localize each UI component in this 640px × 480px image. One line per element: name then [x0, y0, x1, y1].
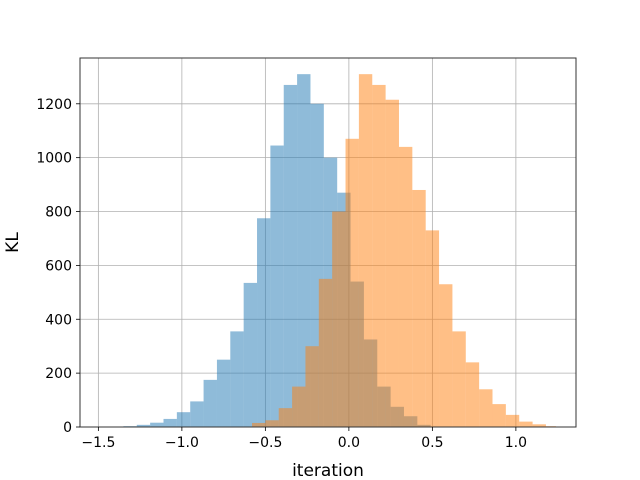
- x-axis-ticks: −1.5 −1.0 −0.5 0.0 0.5 1.0: [81, 427, 527, 451]
- histogram-bar-series-2: [505, 414, 520, 427]
- histogram-bar-series-2: [265, 420, 279, 427]
- histogram-bar-series-1: [136, 424, 151, 427]
- x-tick-label: 0.5: [421, 435, 443, 451]
- histogram-bar-series-2: [318, 278, 333, 427]
- histogram-bar-series-2: [532, 424, 546, 427]
- y-tick-label: 200: [45, 366, 72, 382]
- y-tick-label: 400: [45, 312, 72, 328]
- histogram-bar-series-2: [492, 404, 506, 427]
- histogram-bar-series-1: [243, 282, 258, 427]
- x-tick-label: 1.0: [505, 435, 527, 451]
- histogram-bar-series-2: [278, 408, 293, 427]
- histogram-bar-series-2: [305, 346, 319, 427]
- x-tick-label: 0.0: [338, 435, 360, 451]
- x-axis-label: iteration: [292, 461, 364, 480]
- histogram-bar-series-2: [252, 422, 266, 427]
- histogram-bar-series-1: [257, 218, 271, 427]
- histogram-bar-series-2: [385, 99, 399, 428]
- histogram-bars: [123, 74, 556, 428]
- histogram-bar-series-1: [230, 331, 244, 427]
- histogram-bar-series-1: [216, 359, 231, 427]
- histogram-bar-series-1: [150, 422, 164, 427]
- histogram-bar-series-2: [292, 386, 306, 427]
- histogram-bar-series-1: [176, 412, 191, 427]
- y-tick-label: 800: [45, 205, 72, 221]
- histogram-bar-series-2: [465, 362, 480, 427]
- x-tick-label: −0.5: [248, 435, 282, 451]
- y-tick-label: 0: [63, 420, 72, 436]
- histogram-bar-series-2: [439, 284, 453, 427]
- y-axis-label: KL: [3, 232, 23, 253]
- y-tick-label: 1200: [36, 97, 72, 113]
- histogram-bar-series-1: [297, 74, 311, 427]
- histogram-bar-series-2: [358, 74, 373, 427]
- y-tick-label: 600: [45, 258, 72, 274]
- histogram-bar-series-2: [372, 84, 386, 428]
- histogram-bar-series-2: [345, 138, 359, 427]
- histogram-bar-series-2: [479, 389, 493, 427]
- y-axis-ticks: 0 200 400 600 800 1000 1200: [36, 97, 80, 436]
- plot-frame: [79, 57, 577, 428]
- histogram-bar-series-1: [163, 418, 177, 427]
- histogram-bar-series-1: [203, 379, 217, 427]
- y-tick-label: 1000: [36, 151, 72, 167]
- histogram-bar-series-2: [412, 189, 426, 427]
- histogram-bar-series-2: [332, 211, 346, 427]
- histogram-bar-series-1: [190, 401, 204, 427]
- histogram-bar-series-1: [283, 84, 298, 428]
- histogram-bar-series-2: [398, 146, 413, 427]
- histogram-bar-series-2: [519, 421, 533, 427]
- x-tick-label: −1.0: [165, 435, 199, 451]
- x-tick-label: −1.5: [81, 435, 115, 451]
- histogram-bar-series-2: [452, 331, 466, 427]
- histogram-bar-series-1: [270, 145, 284, 427]
- histogram-bar-series-2: [425, 230, 440, 427]
